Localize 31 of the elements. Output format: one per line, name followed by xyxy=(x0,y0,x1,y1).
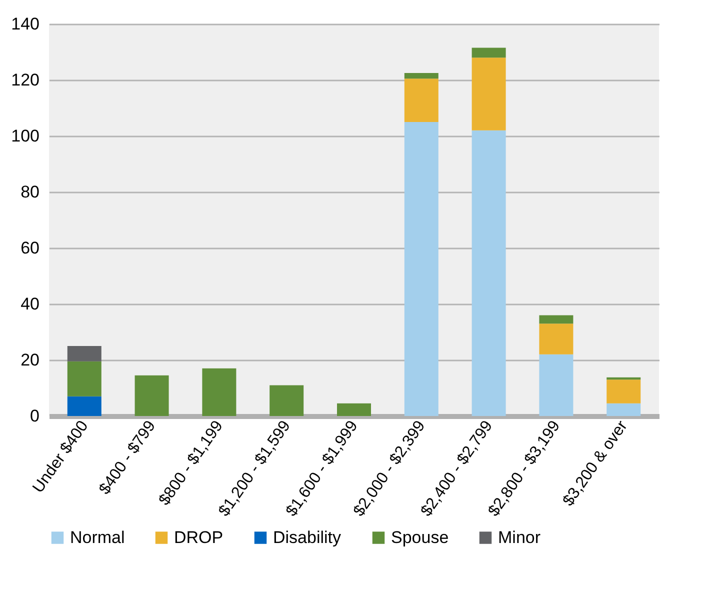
y-tick-label: 120 xyxy=(11,70,40,90)
bar xyxy=(539,324,574,354)
y-tick-label: 80 xyxy=(20,182,40,202)
bar xyxy=(472,48,506,58)
bar xyxy=(539,315,574,324)
bar xyxy=(606,403,641,416)
y-tick-label: 140 xyxy=(11,14,40,34)
y-tick-label: 100 xyxy=(11,126,40,146)
bar xyxy=(337,403,371,416)
legend-label: Disability xyxy=(273,528,342,547)
bar xyxy=(404,78,438,122)
y-tick-label: 0 xyxy=(30,406,40,426)
y-tick-label: 20 xyxy=(20,350,40,370)
legend-label: DROP xyxy=(174,528,224,547)
bar xyxy=(472,130,506,416)
bar xyxy=(202,368,236,416)
y-tick-label: 60 xyxy=(20,238,40,258)
bar xyxy=(67,396,102,416)
bar xyxy=(606,380,641,404)
bar xyxy=(67,346,102,362)
bar xyxy=(404,122,438,416)
bar xyxy=(134,375,169,416)
bar xyxy=(67,361,102,396)
bar xyxy=(472,58,506,130)
legend-label: Minor xyxy=(498,528,541,547)
bar xyxy=(270,385,304,416)
bar xyxy=(404,73,438,79)
legend-label: Spouse xyxy=(391,528,449,547)
bar xyxy=(539,354,574,416)
legend-label: Normal xyxy=(70,528,125,547)
y-tick-label: 40 xyxy=(20,294,40,314)
